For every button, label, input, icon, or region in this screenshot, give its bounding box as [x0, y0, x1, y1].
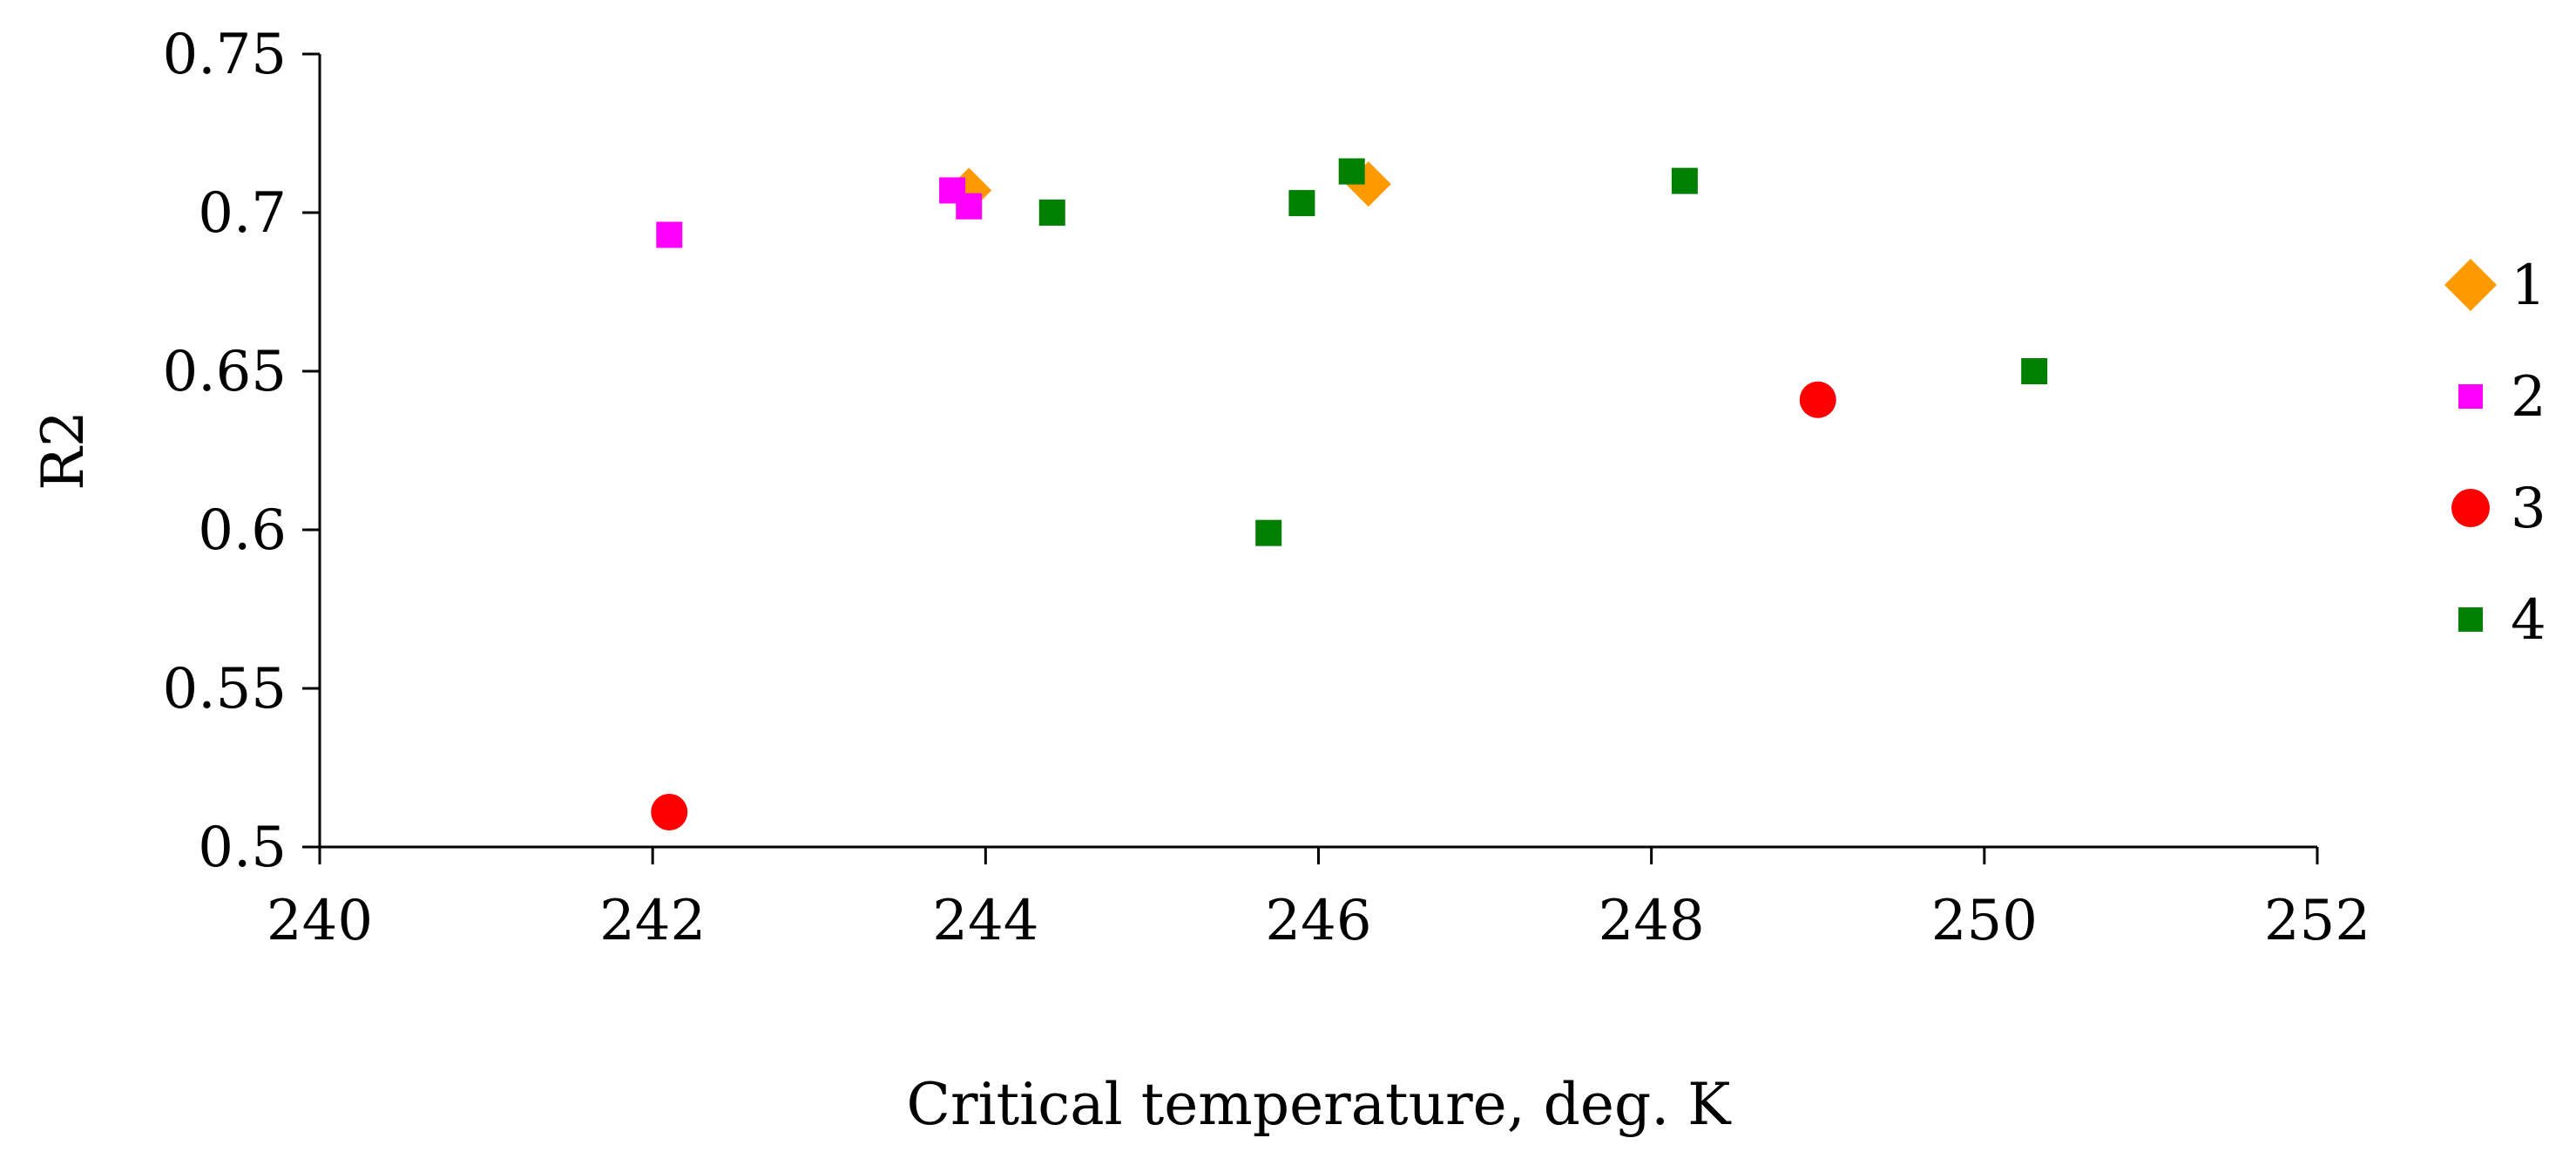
data-point-series-2 — [956, 193, 983, 220]
y-axis-title: R2 — [30, 410, 97, 491]
data-point-series-4 — [1288, 190, 1315, 217]
x-tick-label: 252 — [2264, 889, 2370, 953]
y-ticks: 0.5 0.55 0.6 0.65 0.7 0.75 — [163, 23, 320, 880]
x-tick-label: 250 — [1931, 889, 2038, 953]
data-point-series-4 — [1038, 200, 1065, 226]
y-tick-label: 0.65 — [163, 340, 287, 404]
x-tick-label: 244 — [932, 889, 1038, 953]
legend-marker-2 — [2458, 384, 2483, 409]
x-tick-label: 248 — [1599, 889, 1705, 953]
x-tick-label: 240 — [267, 889, 373, 953]
data-point-series-2 — [656, 221, 683, 248]
y-tick-label: 0.5 — [198, 816, 287, 880]
x-axis-title: Critical temperature, deg. K — [907, 1071, 1733, 1138]
legend-marker-3 — [2451, 489, 2490, 527]
y-tick-label: 0.75 — [163, 23, 287, 87]
legend-label-2: 2 — [2511, 365, 2546, 430]
data-point-series-4 — [1255, 519, 1282, 546]
data-point-series-4 — [2021, 358, 2048, 384]
axes — [318, 54, 2317, 849]
x-tick-label: 242 — [599, 889, 706, 953]
x-ticks: 240 242 244 246 248 250 252 — [267, 847, 2370, 953]
y-tick-label: 0.7 — [198, 181, 287, 246]
data-point-series-3 — [651, 793, 688, 830]
y-tick-label: 0.55 — [163, 657, 287, 721]
legend-label-3: 3 — [2511, 477, 2546, 541]
data-point-series-3 — [1799, 381, 1836, 418]
x-tick-label: 246 — [1265, 889, 1371, 953]
data-points — [651, 158, 2048, 830]
legend: 1 2 3 4 — [2444, 254, 2546, 653]
legend-label-1: 1 — [2511, 254, 2546, 318]
legend-label-4: 4 — [2511, 588, 2546, 653]
data-point-series-4 — [1338, 158, 1365, 185]
legend-marker-4 — [2458, 607, 2483, 632]
legend-marker-1 — [2444, 259, 2497, 311]
data-point-series-4 — [1671, 167, 1698, 194]
y-tick-label: 0.6 — [198, 498, 287, 563]
